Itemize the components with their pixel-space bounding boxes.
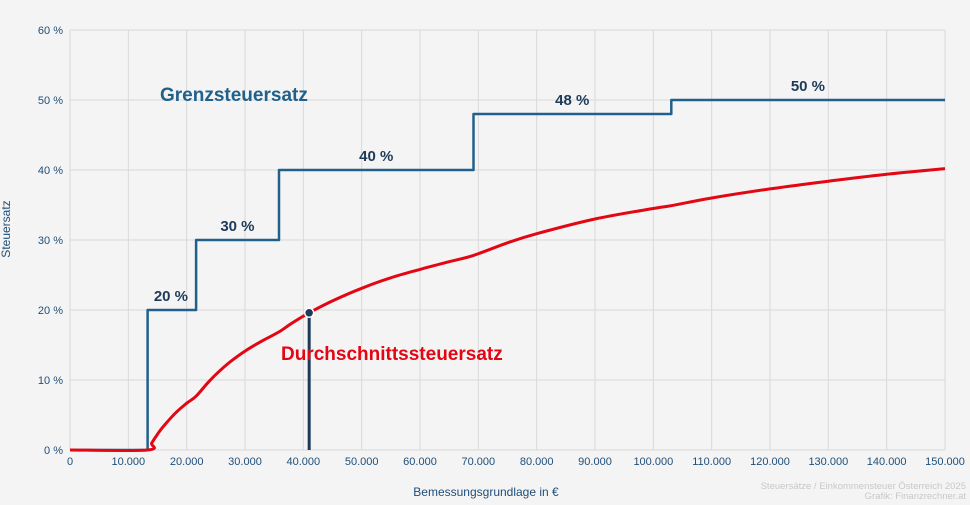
x-tick-label: 0 [67, 456, 73, 468]
x-tick-label: 130.000 [808, 456, 848, 468]
x-tick-label: 120.000 [750, 456, 790, 468]
series-line-durchschnittssteuersatz [69, 167, 946, 453]
x-tick-label: 50.000 [345, 456, 379, 468]
marker-point [303, 307, 315, 319]
series-layer [69, 98, 946, 453]
y-tick-label: 0 % [44, 445, 63, 457]
x-tick-label: 100.000 [633, 456, 673, 468]
y-tick-label: 30 % [38, 235, 63, 247]
y-axis-label: Steuersatz [0, 200, 13, 257]
x-tick-label: 140.000 [867, 456, 907, 468]
x-tick-label: 60.000 [403, 456, 437, 468]
y-tick-label: 10 % [38, 375, 63, 387]
x-tick-label: 90.000 [578, 456, 612, 468]
x-tick-label: 80.000 [520, 456, 554, 468]
y-axis-ticks: 0 % 10 % 20 % 30 % 40 % 50 % 60 % [38, 25, 63, 457]
series-line-grenzsteuersatz [70, 98, 945, 452]
step-rate-label: 50 % [791, 78, 825, 95]
credit-line-1: Steuersätze / Einkommensteuer Österreich… [761, 481, 966, 492]
y-tick-label: 60 % [38, 25, 63, 37]
label-layer: 20 % 30 % 40 % 48 % 50 % [154, 78, 825, 305]
series-label-durchschnittssteuersatz: Durchschnittssteuersatz [281, 344, 503, 365]
x-tick-label: 30.000 [228, 456, 262, 468]
grid-lines [69, 29, 946, 451]
step-rate-label: 20 % [154, 288, 188, 305]
x-tick-label: 150.000 [925, 456, 965, 468]
step-rate-label: 30 % [220, 218, 254, 235]
y-tick-label: 40 % [38, 165, 63, 177]
x-tick-label: 70.000 [462, 456, 496, 468]
x-tick-label: 10.000 [112, 456, 146, 468]
x-axis-ticks: 0 10.000 20.000 30.000 40.000 50.000 60.000 70.… [67, 456, 965, 468]
y-tick-label: 50 % [38, 95, 63, 107]
series-label-grenzsteuersatz: Grenzsteuersatz [160, 85, 308, 106]
x-tick-label: 20.000 [170, 456, 204, 468]
y-tick-label: 20 % [38, 305, 63, 317]
x-tick-label: 40.000 [287, 456, 321, 468]
x-axis-label: Bemessungsgrundlage in € [413, 485, 559, 499]
x-tick-label: 110.000 [692, 456, 731, 468]
step-rate-label: 40 % [359, 148, 393, 165]
credit-line-2: Grafik: Finanzrechner.at [865, 491, 967, 500]
step-rate-label: 48 % [555, 92, 589, 109]
